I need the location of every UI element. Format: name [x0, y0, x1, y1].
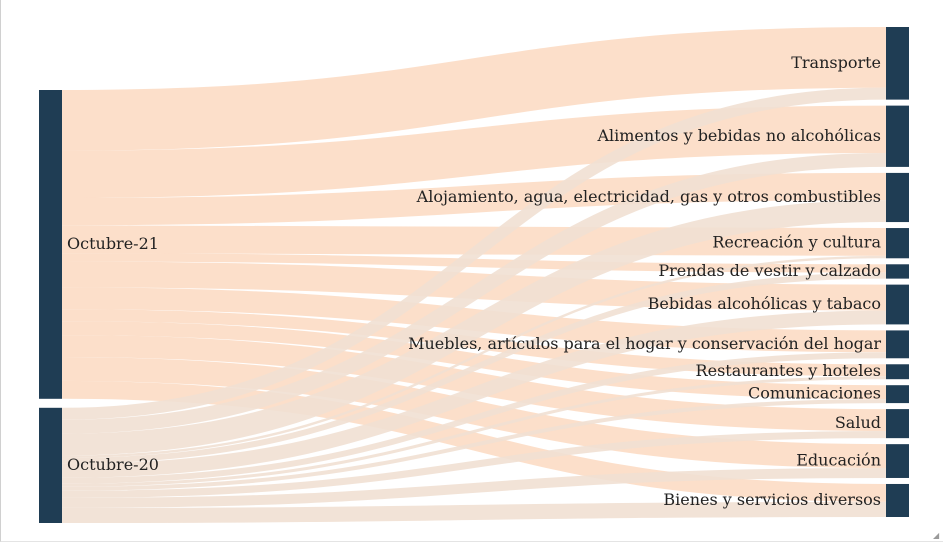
sankey-link[interactable] [61, 172, 887, 226]
target-node-label: Restaurantes y hoteles [696, 361, 881, 380]
sankey-link[interactable] [61, 357, 887, 469]
sankey-link[interactable] [61, 309, 887, 377]
target-node-label: Bienes y servicios diversos [663, 490, 881, 509]
sankey-link[interactable] [61, 468, 887, 508]
source-node-label: Octubre-21 [67, 234, 159, 253]
sankey-link[interactable] [61, 352, 887, 484]
target-node-label: Comunicaciones [748, 384, 881, 403]
sankey-link[interactable] [61, 272, 887, 464]
target-node[interactable] [886, 385, 909, 404]
sankey-links [61, 26, 887, 523]
target-node[interactable] [886, 172, 909, 223]
target-node-label: Transporte [791, 53, 881, 72]
target-node-label: Alojamiento, agua, electricidad, gas y o… [416, 187, 881, 206]
sankey-link[interactable] [61, 26, 887, 151]
sankey-link[interactable] [61, 255, 887, 458]
sankey-link[interactable] [61, 399, 887, 491]
target-node[interactable] [886, 330, 909, 359]
resize-handle-icon[interactable]: ◢ [933, 531, 940, 540]
sankey-nodes [39, 27, 909, 523]
sankey-link[interactable] [61, 376, 887, 487]
source-node-label: Octubre-20 [67, 455, 159, 474]
sankey-link[interactable] [61, 200, 887, 456]
target-node[interactable] [886, 264, 909, 279]
source-node[interactable] [39, 407, 62, 523]
sankey-link[interactable] [61, 501, 887, 523]
target-node-label: Salud [835, 413, 881, 432]
target-node[interactable] [886, 284, 909, 325]
sankey-labels: Octubre-21 Octubre-20 Transporte Alimentos … [67, 53, 881, 509]
sankey-link[interactable] [61, 87, 887, 420]
target-node[interactable] [886, 483, 909, 517]
sankey-link[interactable] [61, 310, 887, 478]
target-node[interactable] [886, 228, 909, 259]
source-node[interactable] [39, 90, 62, 399]
target-node-label: Educación [796, 451, 881, 470]
target-node-label: Prendas de vestir y calzado [658, 261, 881, 280]
sankey-link[interactable] [61, 335, 887, 431]
target-node-label: Recreación y cultura [712, 233, 881, 252]
target-node[interactable] [886, 364, 909, 380]
target-node[interactable] [886, 409, 909, 439]
target-node-label: Alimentos y bebidas no alcohólicas [596, 126, 881, 145]
sankey-link[interactable] [61, 321, 887, 400]
target-node[interactable] [886, 444, 909, 478]
sankey-link[interactable] [61, 430, 887, 498]
target-node-label: Muebles, artículos para el hogar y conse… [408, 334, 881, 353]
sankey-link[interactable] [61, 105, 887, 199]
target-node-label: Bebidas alcohólicas y tabaco [648, 294, 881, 313]
sankey-link[interactable] [61, 152, 887, 434]
target-node[interactable] [886, 105, 909, 167]
target-node[interactable] [886, 27, 909, 100]
sankey-link[interactable] [61, 225, 887, 256]
